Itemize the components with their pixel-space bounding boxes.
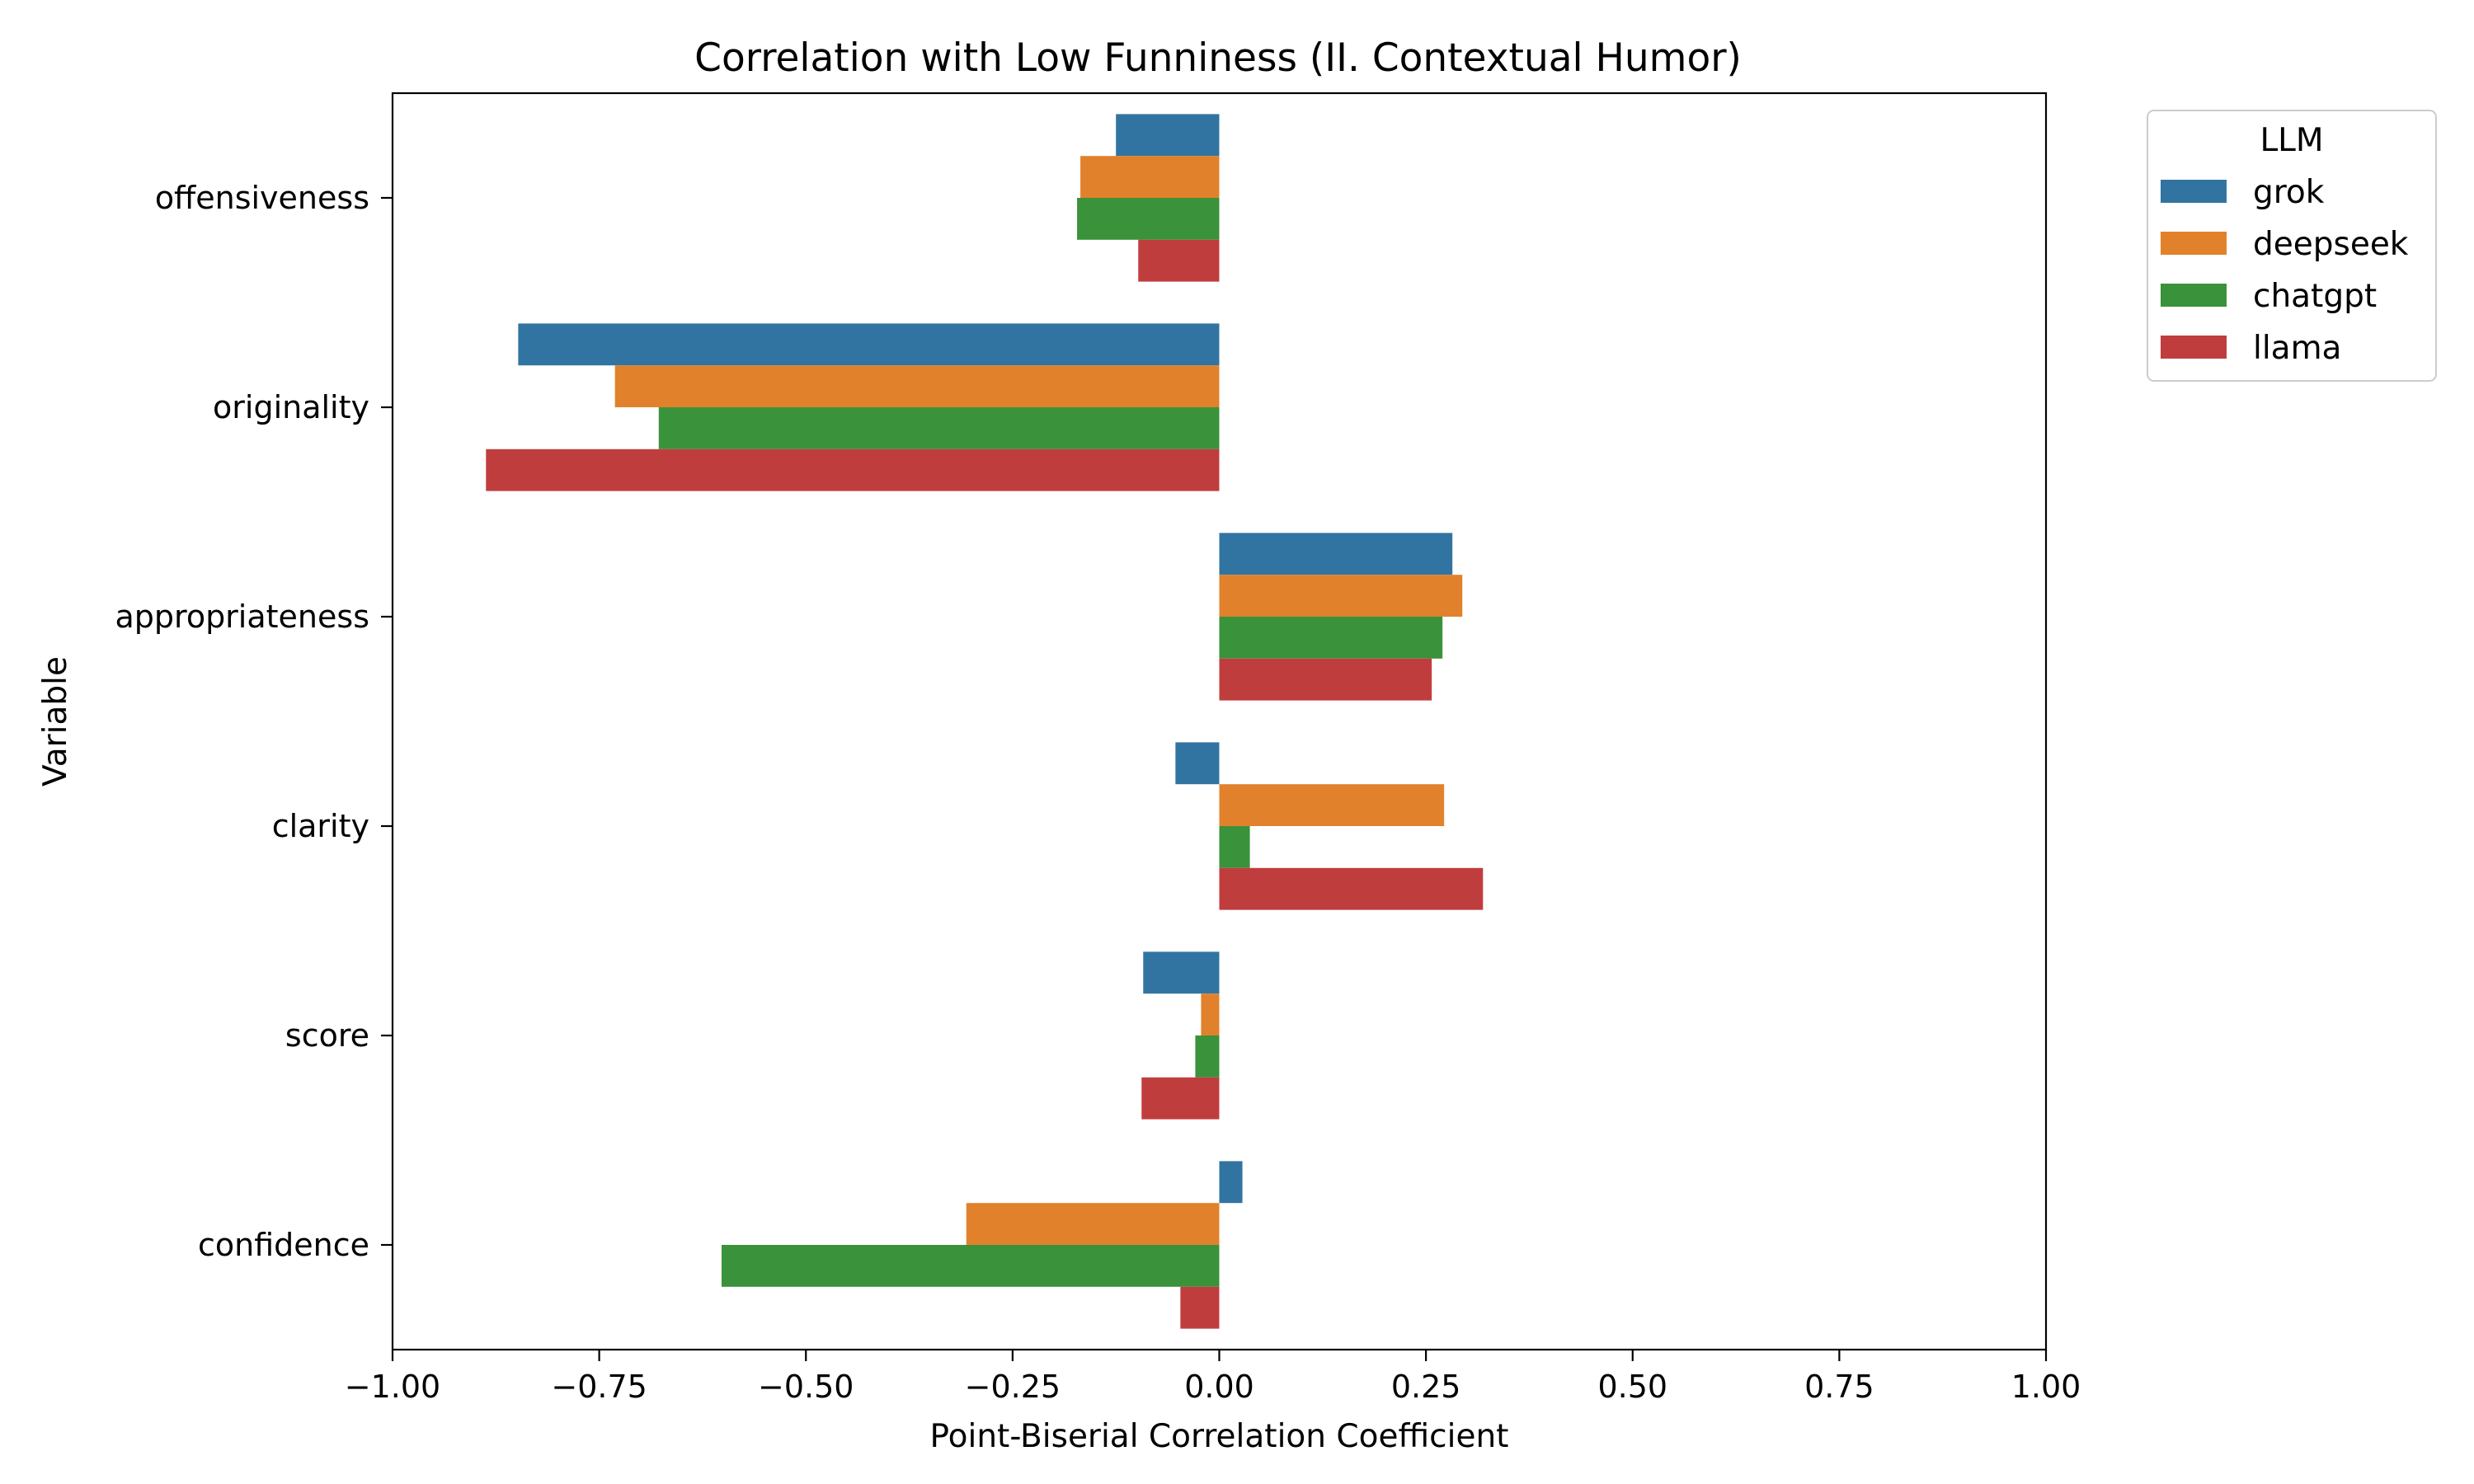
- bar-originality-grok: [518, 323, 1220, 366]
- bar-originality-chatgpt: [658, 407, 1220, 449]
- legend-title: LLM: [2260, 122, 2323, 159]
- x-tick-label: 0.25: [1391, 1369, 1461, 1405]
- legend: LLM grok deepseek chatgpt llama: [2147, 110, 2437, 382]
- legend-label-deepseek: deepseek: [2253, 226, 2409, 263]
- bar-offensiveness-llama: [1138, 239, 1220, 282]
- bar-score-llama: [1141, 1077, 1220, 1120]
- bar-confidence-grok: [1219, 1161, 1243, 1204]
- bar-appropriateness-chatgpt: [1219, 617, 1443, 659]
- bar-score-chatgpt: [1195, 1036, 1220, 1078]
- y-tick-label: originality: [213, 389, 369, 425]
- legend-label-llama: llama: [2253, 330, 2341, 367]
- bars-group: [486, 114, 1484, 1329]
- x-tick-label: 0.50: [1597, 1369, 1667, 1405]
- y-tick-label: confidence: [198, 1227, 369, 1263]
- legend-frame: [2147, 110, 2437, 382]
- x-tick-label: −0.25: [965, 1369, 1061, 1405]
- legend-swatch-llama: [2161, 336, 2227, 359]
- bar-appropriateness-deepseek: [1219, 575, 1463, 617]
- bar-clarity-chatgpt: [1219, 826, 1250, 868]
- x-tick-label: 0.00: [1184, 1369, 1254, 1405]
- x-axis-label: Point-Biserial Correlation Coefficient: [930, 1418, 1509, 1455]
- x-axis: −1.00 −0.75 −0.50 −0.25 0.00 0.25 0.50 0.75 1.00: [345, 1350, 2081, 1405]
- bar-offensiveness-chatgpt: [1077, 198, 1220, 240]
- bar-originality-llama: [486, 448, 1220, 491]
- y-tick-label: appropriateness: [115, 599, 370, 635]
- legend-swatch-grok: [2161, 180, 2227, 203]
- bar-confidence-deepseek: [966, 1203, 1220, 1245]
- bar-score-deepseek: [1201, 993, 1220, 1036]
- chart-title: Correlation with Low Funniness (II. Cont…: [694, 35, 1742, 81]
- y-axis-label: Variable: [37, 656, 74, 787]
- legend-swatch-chatgpt: [2161, 284, 2227, 307]
- bar-clarity-grok: [1175, 742, 1220, 785]
- bar-appropriateness-llama: [1219, 658, 1432, 701]
- bar-appropriateness-grok: [1219, 533, 1453, 575]
- y-tick-label: clarity: [272, 808, 369, 844]
- bar-confidence-llama: [1180, 1286, 1220, 1329]
- bar-offensiveness-grok: [1116, 114, 1220, 157]
- x-tick-label: −0.75: [551, 1369, 647, 1405]
- y-axis: offensiveness originality appropriateness c…: [115, 180, 393, 1263]
- legend-swatch-deepseek: [2161, 232, 2227, 255]
- bar-confidence-chatgpt: [721, 1245, 1220, 1287]
- bar-offensiveness-deepseek: [1080, 156, 1220, 198]
- legend-label-grok: grok: [2253, 174, 2325, 211]
- y-tick-label: offensiveness: [155, 180, 369, 216]
- x-tick-label: −0.50: [758, 1369, 854, 1405]
- x-tick-label: −1.00: [345, 1369, 440, 1405]
- y-tick-label: score: [285, 1017, 369, 1054]
- bar-originality-deepseek: [614, 365, 1220, 407]
- x-tick-label: 1.00: [2011, 1369, 2081, 1405]
- x-tick-label: 0.75: [1804, 1369, 1874, 1405]
- bar-clarity-deepseek: [1219, 784, 1445, 826]
- bar-score-grok: [1143, 951, 1220, 994]
- legend-label-chatgpt: chatgpt: [2253, 278, 2377, 315]
- bar-clarity-llama: [1219, 867, 1484, 910]
